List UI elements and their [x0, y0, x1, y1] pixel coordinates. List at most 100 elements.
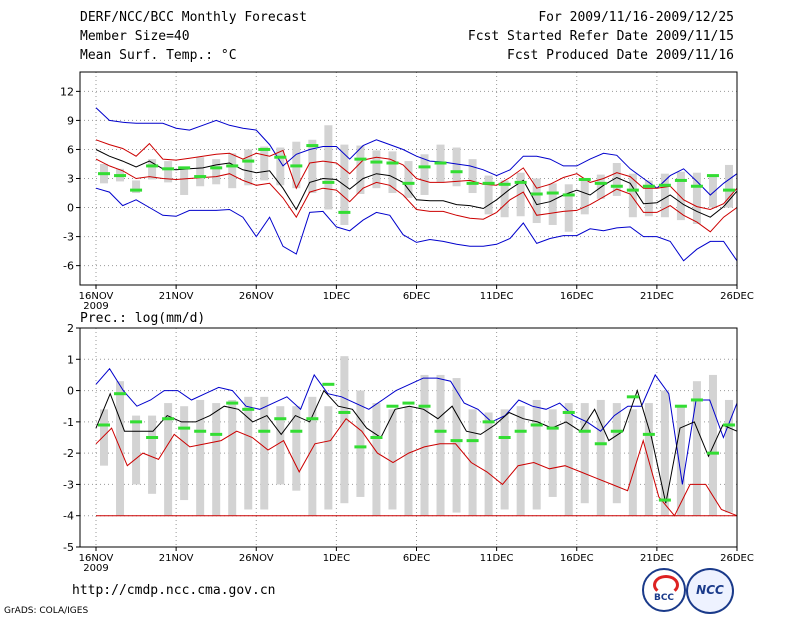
ensemble-marker [658, 183, 671, 187]
spread-box [676, 406, 685, 516]
ensemble-marker [338, 410, 351, 414]
ensemble-marker [482, 420, 495, 424]
spread-box [628, 409, 637, 516]
spread-box [420, 154, 429, 195]
y-tick-label: -2 [63, 447, 74, 460]
spread-box [324, 406, 333, 510]
series-min-line [95, 417, 738, 517]
variable-label: Mean Surf. Temp.: °C [80, 48, 237, 63]
spread-box [180, 406, 189, 501]
member-size: Member Size=40 [80, 29, 190, 44]
ensemble-marker [242, 407, 255, 411]
spread-box [468, 409, 477, 516]
spread-box [308, 396, 317, 516]
spread-box [676, 171, 685, 221]
ensemble-marker [370, 160, 383, 164]
ensemble-marker [450, 170, 463, 174]
ensemble-marker [722, 188, 735, 192]
x-tick-label: 16NOV [79, 553, 114, 564]
ensemble-marker [706, 174, 719, 178]
ensemble-marker [562, 193, 575, 197]
ensemble-marker [690, 398, 703, 402]
spread-box [292, 406, 301, 491]
spread-box [692, 381, 701, 516]
x-tick-label: 16DEC [560, 553, 594, 564]
spread-box [596, 399, 605, 516]
series-upper-line [95, 139, 738, 211]
x-tick-label: 21NOV [159, 553, 194, 564]
y-tick-label: 0 [67, 385, 74, 398]
grads-credit: GrADS: COLA/IGES [4, 606, 89, 616]
x-tick-label: 16DEC [560, 291, 594, 302]
y-tick-label: -4 [63, 510, 74, 523]
ensemble-marker [418, 165, 431, 169]
x-tick-label: 21NOV [159, 291, 194, 302]
year-label: 2009 [83, 301, 108, 312]
x-tick-label: 11DEC [480, 553, 514, 564]
y-tick-label: 1 [67, 353, 74, 366]
spread-box [196, 157, 205, 187]
ensemble-marker [450, 439, 463, 443]
ensemble-marker [498, 436, 511, 439]
ensemble-marker [130, 420, 143, 424]
ensemble-marker [482, 181, 495, 185]
ensemble-marker [194, 175, 207, 179]
series-mean-line [95, 149, 738, 218]
ensemble-marker [594, 181, 607, 185]
ensemble-marker [578, 177, 591, 181]
ensemble-marker [210, 166, 223, 170]
ensemble-marker [162, 167, 175, 171]
ensemble-marker [98, 423, 111, 427]
spread-box [580, 403, 589, 504]
spread-box [532, 399, 541, 510]
ensemble-marker [610, 184, 623, 188]
spread-box [196, 399, 205, 516]
spread-box [324, 125, 333, 210]
ensemble-marker [610, 429, 623, 433]
spread-box [516, 406, 525, 516]
series-max-line [95, 107, 738, 196]
spread-box [388, 409, 397, 510]
ensemble-marker [258, 429, 271, 433]
y-tick-label: -3 [63, 478, 74, 491]
spread-box [180, 166, 189, 195]
spread-box [516, 172, 525, 217]
ensemble-marker [194, 429, 207, 433]
spread-box [564, 184, 573, 232]
spread-box [148, 159, 157, 180]
ensemble-marker [98, 172, 111, 176]
ensemble-marker [578, 429, 591, 433]
ensemble-marker [546, 191, 559, 195]
ensemble-marker [178, 166, 191, 170]
spread-box [372, 403, 381, 516]
ensemble-marker [354, 445, 367, 449]
spread-box [548, 409, 557, 497]
ensemble-marker [210, 432, 223, 436]
spread-box [244, 149, 253, 186]
spread-box [692, 172, 701, 225]
spread-box [212, 159, 221, 185]
chart-title: DERF/NCC/BCC Monthly Forecast [80, 10, 307, 25]
x-tick-label: 11DEC [480, 291, 514, 302]
spread-box [452, 147, 461, 187]
spread-box [500, 180, 509, 218]
y-tick-label: -5 [63, 541, 74, 554]
spread-box [340, 356, 349, 504]
spread-box [404, 406, 413, 516]
ensemble-marker [322, 382, 335, 386]
spread-box [308, 139, 317, 194]
spread-box [388, 151, 397, 194]
ensemble-marker [370, 436, 383, 439]
footer-url[interactable]: http://cmdp.ncc.cma.gov.cn [72, 583, 276, 598]
ensemble-marker [354, 157, 367, 161]
ensemble-marker [290, 164, 303, 168]
ensemble-marker [626, 395, 639, 399]
ncc-logo: NCC [686, 568, 734, 614]
spread-box [484, 175, 493, 215]
spread-box [612, 163, 621, 196]
spread-box [356, 145, 365, 194]
x-tick-label: 26NOV [239, 291, 274, 302]
x-tick-label: 6DEC [403, 553, 430, 564]
spread-box [132, 415, 141, 485]
ensemble-marker [514, 429, 527, 433]
